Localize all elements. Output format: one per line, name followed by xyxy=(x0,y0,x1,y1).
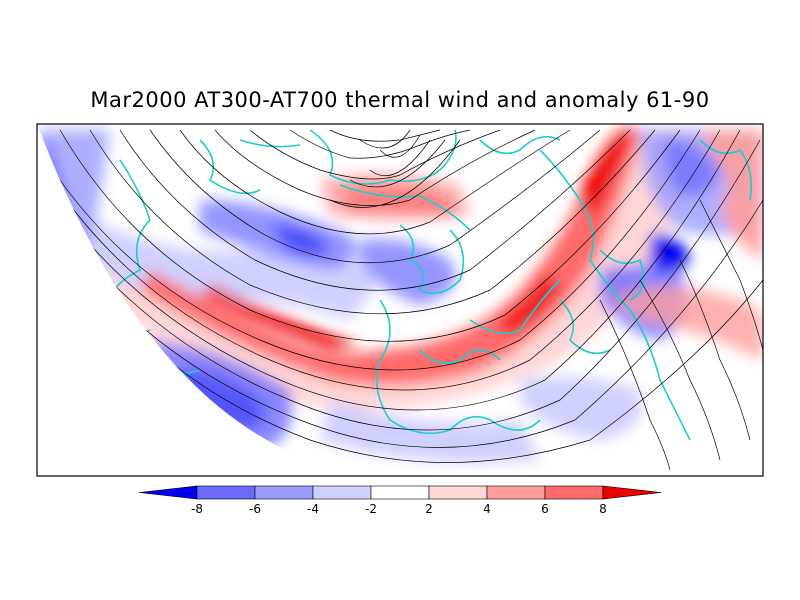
streamlines xyxy=(39,129,763,471)
legend-tick-label: 6 xyxy=(541,502,549,516)
legend-tick-label: 4 xyxy=(483,502,491,516)
legend-swatch xyxy=(544,485,604,500)
legend-swatch xyxy=(138,485,198,500)
legend-swatch xyxy=(486,485,546,500)
map-frame xyxy=(36,123,764,477)
legend-swatch xyxy=(196,485,256,500)
anomaly-field xyxy=(37,124,763,476)
legend-tick-label: -8 xyxy=(191,502,203,516)
legend-swatch xyxy=(254,485,314,500)
legend-swatch xyxy=(312,485,372,500)
legend-swatch xyxy=(428,485,488,500)
legend-tick-label: -2 xyxy=(365,502,377,516)
legend-swatch xyxy=(602,485,662,500)
legend-tick-label: -4 xyxy=(307,502,319,516)
map-title: Mar2000 AT300-AT700 thermal wind and ano… xyxy=(90,88,710,112)
legend-tick-label: 8 xyxy=(599,502,607,516)
legend-tick-label: -6 xyxy=(249,502,261,516)
legend-tick-label: 2 xyxy=(425,502,433,516)
legend-swatch xyxy=(370,485,430,500)
